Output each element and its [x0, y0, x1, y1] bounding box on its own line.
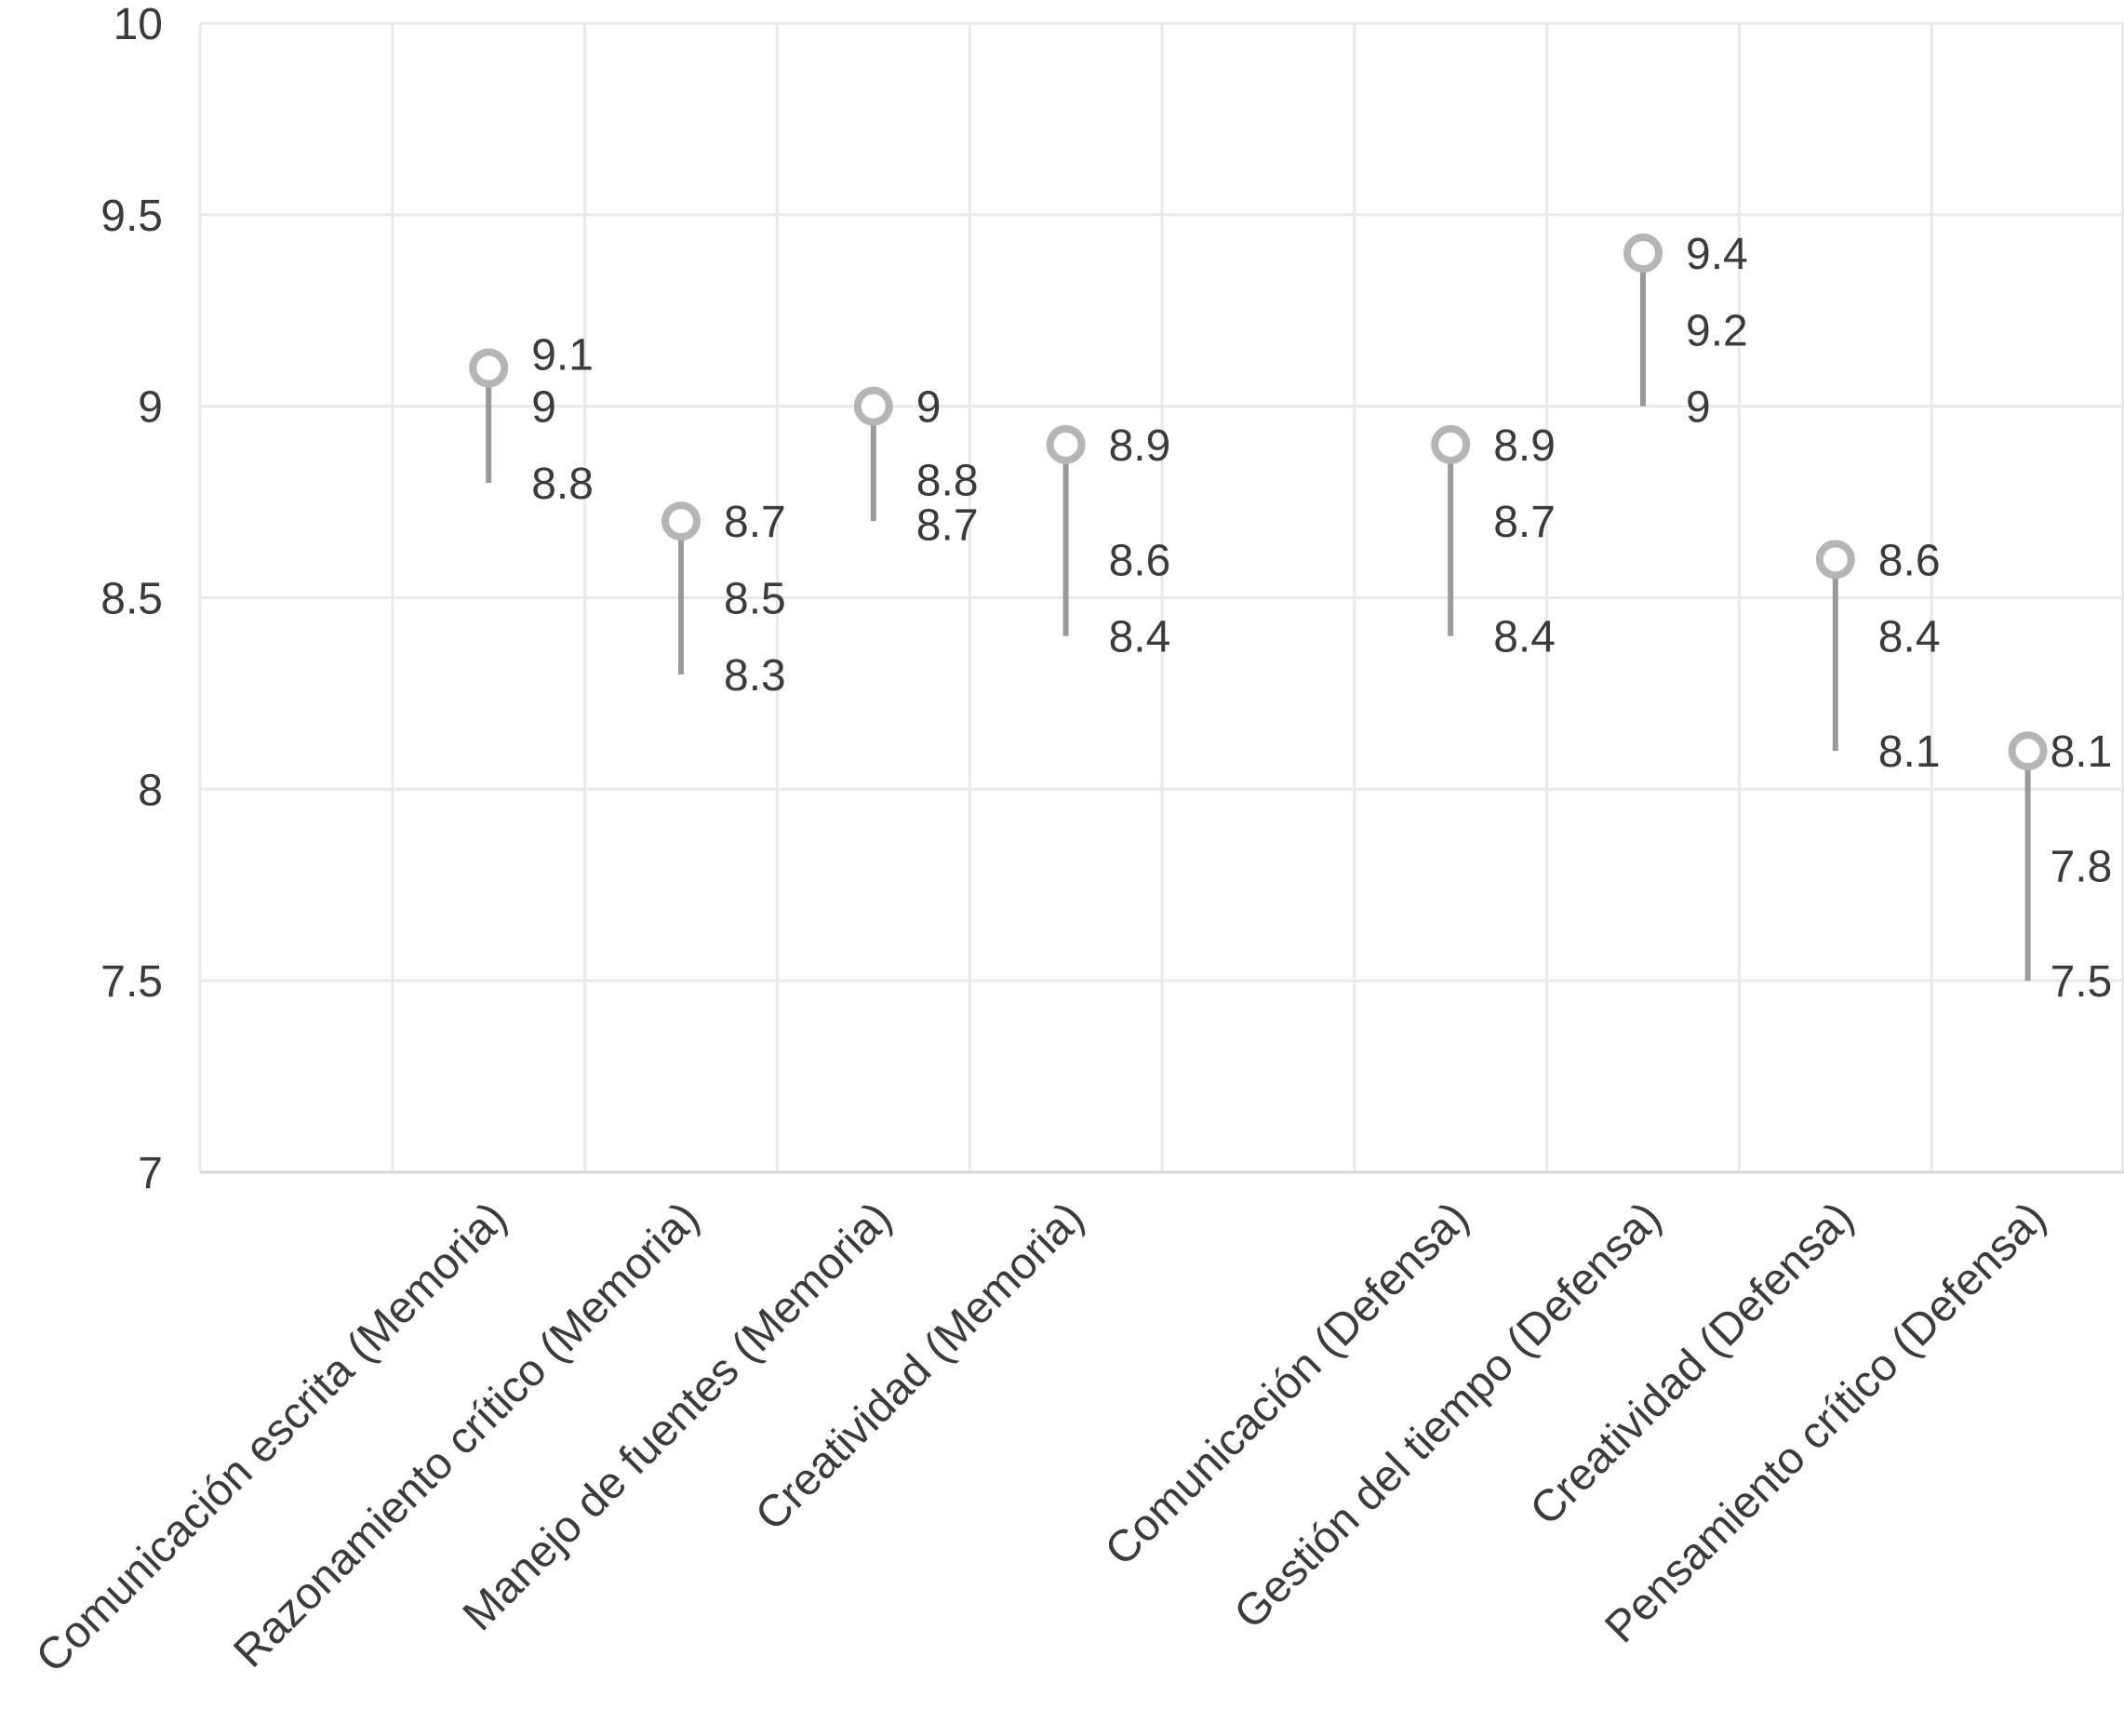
- value-label-max: 8.1: [2051, 728, 2113, 777]
- value-label-min: 8.3: [724, 651, 786, 701]
- lollipop-marker: [2008, 731, 2048, 771]
- value-label-mean: 8.6: [1109, 536, 1171, 585]
- value-label-max: 9: [916, 383, 942, 433]
- lollipop-marker: [1623, 234, 1663, 273]
- y-tick-label: 8.5: [100, 575, 163, 624]
- lollipop-marker: [661, 501, 701, 541]
- value-label-max: 8.6: [1878, 536, 1941, 585]
- lollipop-marker: [1046, 424, 1086, 464]
- value-label-min: 9: [1686, 383, 1711, 433]
- x-category-label: Comunicación (Defensa): [1096, 1193, 1478, 1575]
- value-label-max: 9.4: [1686, 230, 1748, 279]
- value-label-mean: 9: [531, 383, 556, 433]
- value-label-min: 7.5: [2051, 957, 2113, 1007]
- value-label-mean: 9.2: [1686, 306, 1748, 355]
- y-tick-label: 7.5: [100, 957, 163, 1007]
- value-label-min: 8.1: [1878, 728, 1941, 777]
- y-tick-label: 9: [138, 383, 163, 433]
- value-label-mean: 8.5: [724, 575, 786, 624]
- value-label-min: 8.4: [1109, 613, 1171, 662]
- value-label-max: 8.9: [1493, 421, 1556, 471]
- value-label-max: 9.1: [531, 331, 594, 381]
- x-category-label: Creatividad (Memoria): [746, 1193, 1093, 1540]
- y-tick-label: 9.5: [100, 192, 163, 241]
- lollipop-marker: [1431, 424, 1471, 464]
- x-category-label: Creatividad (Defensa): [1521, 1193, 1864, 1535]
- y-tick-label: 8: [138, 766, 163, 815]
- value-label-min: 8.7: [916, 501, 979, 551]
- lollipop-marker: [469, 348, 509, 388]
- y-tick-label: 10: [114, 0, 163, 49]
- y-tick-label: 7: [138, 1149, 163, 1198]
- lollipop-marker: [853, 386, 893, 426]
- value-label-mean: 7.8: [2051, 843, 2113, 892]
- value-label-mean: 8.8: [916, 457, 979, 506]
- value-label-min: 8.8: [531, 460, 594, 509]
- lollipop-marker: [1815, 540, 1855, 580]
- value-label-mean: 8.4: [1878, 613, 1941, 662]
- x-category-label: Gestión del tiempo (Defensa): [1225, 1193, 1671, 1638]
- value-label-max: 8.9: [1109, 421, 1171, 471]
- value-label-mean: 8.7: [1493, 498, 1556, 547]
- value-label-min: 8.4: [1493, 613, 1556, 662]
- value-label-max: 8.7: [724, 498, 786, 547]
